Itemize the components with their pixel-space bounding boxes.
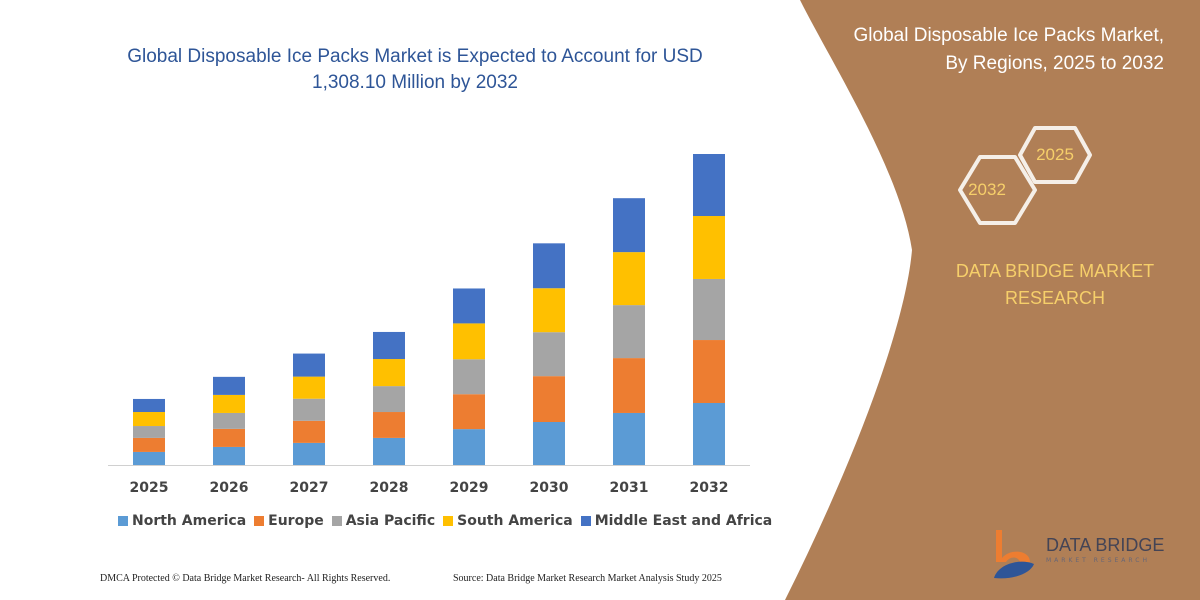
bar-segment-2032-south-america [693, 216, 725, 279]
bar-segment-2032-asia-pacific [693, 278, 725, 341]
bar-segment-2032-north-america [693, 402, 725, 465]
bar-segment-2028-asia-pacific [373, 386, 405, 413]
bar-segment-2026-asia-pacific [213, 412, 245, 429]
bar-segment-2029-europe [453, 394, 485, 430]
bar-segment-2032-middle-east-and-africa [693, 154, 725, 217]
x-tick-label: 2031 [609, 480, 649, 496]
x-tick-label: 2027 [289, 480, 329, 496]
hex-label-2032: 2032 [968, 180, 1006, 199]
brand-line2: RESEARCH [1004, 288, 1106, 308]
bar-segment-2031-europe [613, 358, 645, 413]
side-title-line2: By Regions, 2025 to 2032 [945, 53, 1164, 74]
bar-segment-2031-north-america [613, 412, 645, 465]
legend-label: Asia Pacific [345, 513, 436, 529]
x-tick-label: 2028 [369, 480, 409, 496]
legend-label: Middle East and Africa [594, 513, 773, 529]
legend-item: Middle East and Africa [580, 513, 773, 529]
bar-segment-2029-south-america [453, 323, 485, 360]
bar-segment-2028-north-america [373, 437, 405, 465]
bar-segment-2028-europe [373, 412, 405, 438]
x-tick-label: 2026 [209, 480, 249, 496]
bar-segment-2026-south-america [213, 394, 245, 413]
hex-label-2025: 2025 [1036, 145, 1074, 164]
legend: North America Europe Asia Pacific South Ame… [118, 513, 772, 529]
bar-segment-2030-middle-east-and-africa [533, 243, 565, 289]
side-panel-title: Global Disposable Ice Packs Market, By R… [854, 22, 1164, 78]
legend-item: Europe [254, 513, 324, 529]
source-text: Source: Data Bridge Market Research Mark… [453, 573, 722, 584]
bar-segment-2028-south-america [373, 359, 405, 387]
brand-text: DATA BRIDGE MARKET RESEARCH [930, 258, 1180, 312]
copyright-text: DMCA Protected © Data Bridge Market Rese… [100, 573, 391, 584]
legend-label: Europe [268, 513, 324, 529]
bar-segment-2029-north-america [453, 429, 485, 465]
legend-label: South America [457, 513, 573, 529]
side-title-line1: Global Disposable Ice Packs Market, [853, 25, 1164, 46]
bar-segment-2025-asia-pacific [133, 426, 165, 438]
bar-segment-2030-asia-pacific [533, 332, 565, 377]
legend-swatch [443, 516, 454, 526]
x-tick-label: 2029 [449, 480, 489, 496]
logo-subtitle: MARKET RESEARCH [1046, 557, 1150, 564]
logo-icon [994, 530, 1034, 579]
logo-name: DATA BRIDGE [1046, 535, 1165, 555]
x-tick-label: 2025 [129, 480, 169, 496]
bar-segment-2027-north-america [293, 442, 325, 465]
bar-segment-2026-europe [213, 428, 245, 447]
bar-segment-2030-south-america [533, 288, 565, 333]
legend-swatch [331, 516, 342, 526]
bar-segment-2025-middle-east-and-africa [133, 398, 165, 413]
legend-item: North America [118, 513, 246, 529]
bar-segment-2027-south-america [293, 376, 325, 399]
bar-segment-2029-middle-east-and-africa [453, 288, 485, 324]
bar-segment-2025-south-america [133, 412, 165, 427]
bar-segment-2031-south-america [613, 252, 645, 306]
legend-swatch [254, 516, 265, 526]
x-tick-label: 2030 [529, 480, 569, 496]
brand-line1: DATA BRIDGE MARKET [955, 261, 1155, 281]
bar-segment-2025-north-america [133, 451, 165, 465]
legend-swatch [580, 516, 591, 526]
bar-segment-2028-middle-east-and-africa [373, 331, 405, 360]
hexagon-icon [958, 126, 1092, 225]
bar-segment-2027-asia-pacific [293, 398, 325, 421]
legend-item: South America [443, 513, 573, 529]
bar-segment-2025-europe [133, 437, 165, 452]
bar-segment-2031-asia-pacific [613, 305, 645, 359]
bar-segment-2026-middle-east-and-africa [213, 376, 245, 395]
x-tick-label: 2032 [689, 480, 729, 496]
chart-title: Global Disposable Ice Packs Market is Ex… [127, 46, 703, 93]
bar-segment-2027-middle-east-and-africa [293, 353, 325, 377]
bar-segment-2027-europe [293, 420, 325, 443]
legend-item: Asia Pacific [331, 513, 436, 529]
legend-label: North America [132, 513, 247, 529]
side-panel-shape [785, 0, 1200, 600]
bar-segment-2030-north-america [533, 421, 565, 465]
bar-segment-2026-north-america [213, 446, 245, 465]
bar-segment-2030-europe [533, 376, 565, 422]
legend-swatch [118, 516, 128, 526]
bar-segment-2031-middle-east-and-africa [613, 198, 645, 253]
bar-segment-2032-europe [693, 340, 725, 403]
bar-segment-2029-asia-pacific [453, 359, 485, 395]
bar-chart [108, 154, 750, 466]
